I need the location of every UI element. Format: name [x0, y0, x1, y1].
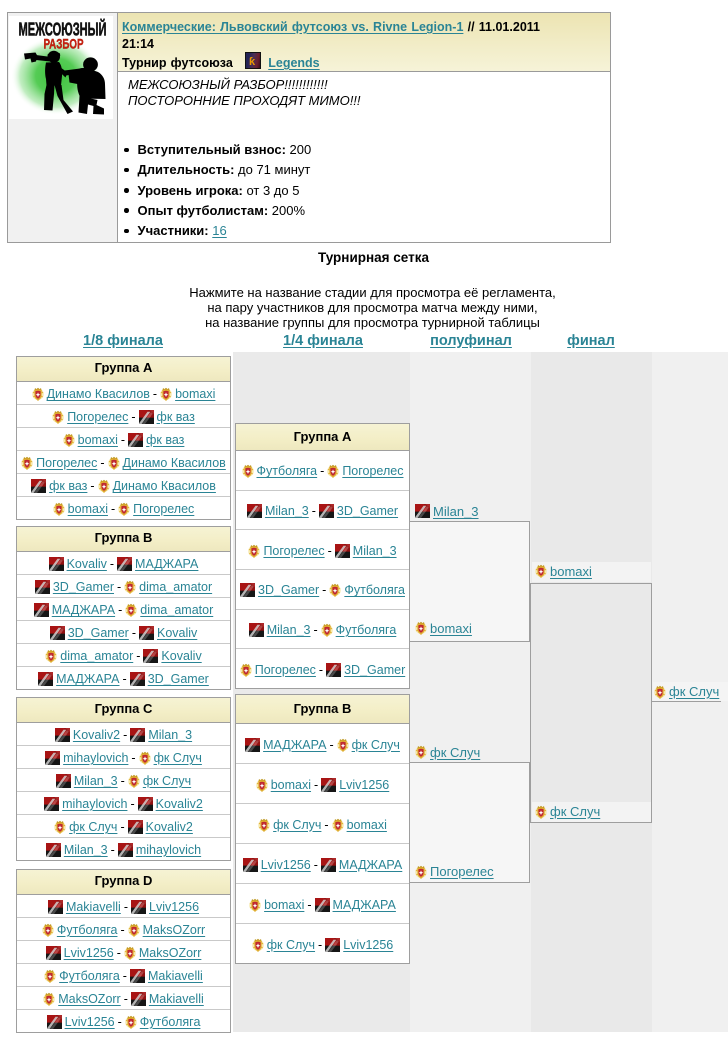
svg-text:РАЗБОР: РАЗБОР	[44, 37, 84, 52]
svg-text:МЕЖСОЮЗНЫЙ: МЕЖСОЮЗНЫЙ	[19, 18, 107, 39]
